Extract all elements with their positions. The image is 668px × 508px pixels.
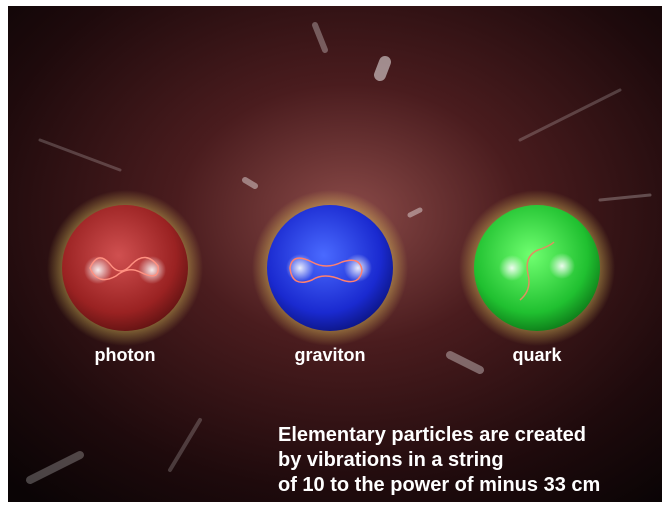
sphere-graviton bbox=[252, 190, 408, 346]
particle-label: graviton bbox=[294, 345, 365, 365]
caption-line: Elementary particles are created bbox=[278, 424, 586, 446]
caption-line: of 10 to the power of minus 33 cm bbox=[278, 474, 600, 496]
particle-label: quark bbox=[512, 345, 562, 365]
streaks bbox=[26, 22, 652, 484]
caption-line: by vibrations in a string bbox=[278, 449, 504, 471]
sphere-photon bbox=[47, 190, 203, 346]
sphere-quark bbox=[459, 190, 615, 346]
particle-label: photon bbox=[95, 345, 156, 365]
